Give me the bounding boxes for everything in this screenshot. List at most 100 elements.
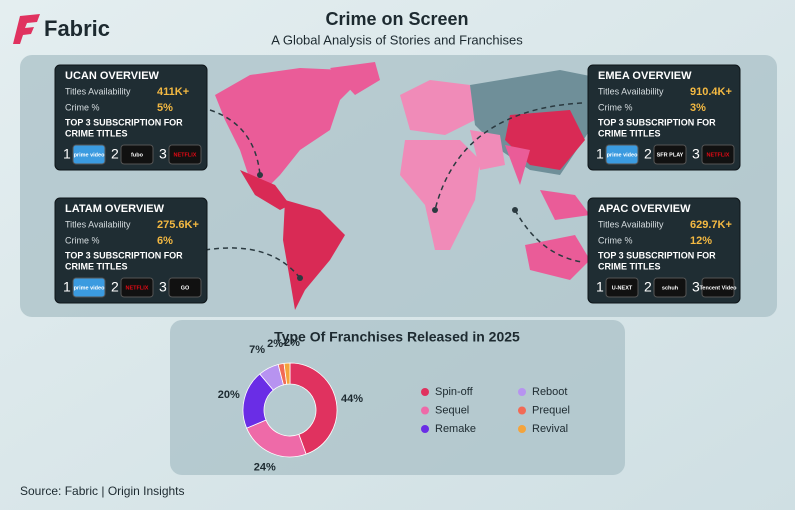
service-rank: 2 bbox=[644, 279, 652, 295]
donut: 44% Spin-off 24% Sequel 20% Remake 7% Reboot 2% P… bbox=[218, 337, 570, 474]
service-logo bbox=[605, 144, 639, 165]
service-rank: 2 bbox=[111, 146, 119, 162]
service-rank: 2 bbox=[644, 146, 652, 162]
service-logo bbox=[72, 277, 106, 298]
availability-value: 910.4K+ bbox=[690, 86, 732, 98]
legend-swatch bbox=[421, 388, 429, 396]
legend-label: Spin-off bbox=[435, 386, 474, 398]
data-label: 2% bbox=[267, 338, 283, 350]
availability-label: Titles Availability bbox=[65, 86, 131, 96]
service-logo bbox=[701, 144, 735, 165]
region-title: UCAN OVERVIEW bbox=[65, 70, 160, 82]
service-rank: 3 bbox=[692, 279, 700, 295]
crime-value: 6% bbox=[157, 235, 173, 247]
crime-label: Crime % bbox=[598, 235, 633, 245]
region-bg bbox=[587, 197, 741, 304]
service-name: prime video bbox=[74, 285, 106, 291]
service-logo bbox=[653, 277, 687, 298]
availability-label: Titles Availability bbox=[598, 219, 664, 229]
brand: Fabric bbox=[44, 16, 110, 41]
top3-label: CRIME TITLES bbox=[598, 261, 661, 271]
region-box: LATAM OVERVIEW Titles Availability 275.6K+… bbox=[54, 197, 208, 304]
crime-label: Crime % bbox=[598, 102, 633, 112]
legend-swatch bbox=[518, 388, 526, 396]
region-box: UCAN OVERVIEW Titles Availability 411K+ Cri… bbox=[54, 64, 208, 171]
legend-label: Revival bbox=[532, 423, 568, 435]
top3-label: TOP 3 SUBSCRIPTION FOR bbox=[65, 117, 183, 127]
region-box: APAC OVERVIEW Titles Availability 629.7K+ C… bbox=[587, 197, 741, 304]
service-logo bbox=[168, 277, 202, 298]
availability-value: 275.6K+ bbox=[157, 219, 199, 231]
service-logo bbox=[120, 144, 154, 165]
availability-label: Titles Availability bbox=[65, 219, 131, 229]
service-name: NETFLIX bbox=[174, 152, 197, 158]
availability-label: Titles Availability bbox=[598, 86, 664, 96]
crime-value: 12% bbox=[690, 235, 712, 247]
service-rank: 3 bbox=[159, 146, 167, 162]
source: Source: Fabric | Origin Insights bbox=[20, 484, 185, 498]
service-rank: 1 bbox=[596, 279, 604, 295]
crime-label: Crime % bbox=[65, 102, 100, 112]
subtitle: A Global Analysis of Stories and Franchi… bbox=[271, 32, 523, 47]
service-logo bbox=[72, 144, 106, 165]
top3-label: CRIME TITLES bbox=[598, 128, 661, 138]
service-name: NETFLIX bbox=[126, 285, 149, 291]
crime-value: 5% bbox=[157, 102, 173, 114]
region-title: APAC OVERVIEW bbox=[598, 203, 691, 215]
data-label: 20% bbox=[218, 389, 240, 401]
chart-title: Type Of Franchises Released in 2025 bbox=[274, 329, 520, 345]
region-bg bbox=[54, 197, 208, 304]
service-logo bbox=[605, 277, 639, 298]
service-logo bbox=[701, 277, 735, 298]
service-rank: 1 bbox=[63, 146, 71, 162]
data-label: 24% bbox=[254, 462, 276, 474]
data-label: 44% bbox=[341, 393, 363, 405]
top3-label: TOP 3 SUBSCRIPTION FOR bbox=[598, 250, 716, 260]
legend-swatch bbox=[518, 406, 526, 415]
service-rank: 1 bbox=[63, 279, 71, 295]
service-name: NETFLIX bbox=[707, 152, 730, 158]
region-title: LATAM OVERVIEW bbox=[65, 203, 165, 215]
service-name: Tencent Video bbox=[699, 285, 737, 291]
top3-label: CRIME TITLES bbox=[65, 128, 128, 138]
legend-swatch bbox=[421, 406, 429, 415]
legend-label: Reboot bbox=[532, 386, 567, 398]
legend-swatch bbox=[421, 425, 429, 433]
crime-label: Crime % bbox=[65, 235, 100, 245]
title: Crime on Screen bbox=[325, 9, 468, 29]
service-logo bbox=[168, 144, 202, 165]
service-name: fubo bbox=[131, 152, 144, 158]
top3-label: TOP 3 SUBSCRIPTION FOR bbox=[65, 250, 183, 260]
region-bg bbox=[54, 64, 208, 171]
region-bg bbox=[587, 64, 741, 171]
legend-label: Prequel bbox=[532, 404, 570, 416]
service-logo bbox=[653, 144, 687, 165]
service-rank: 3 bbox=[692, 146, 700, 162]
region-title: EMEA OVERVIEW bbox=[598, 70, 692, 82]
availability-value: 629.7K+ bbox=[690, 219, 732, 231]
world-map bbox=[204, 62, 620, 310]
service-rank: 3 bbox=[159, 279, 167, 295]
region-boxes: UCAN OVERVIEW Titles Availability 411K+ Cri… bbox=[54, 64, 741, 304]
legend-label: Remake bbox=[435, 423, 476, 435]
legend-swatch bbox=[518, 425, 526, 433]
service-name: U-NEXT bbox=[612, 285, 633, 291]
logo bbox=[13, 14, 40, 44]
data-label: 7% bbox=[249, 344, 265, 356]
top3-label: TOP 3 SUBSCRIPTION FOR bbox=[598, 117, 716, 127]
region-box: EMEA OVERVIEW Titles Availability 910.4K+ C… bbox=[587, 64, 741, 171]
service-name: prime video bbox=[74, 152, 106, 158]
service-name: SFR PLAY bbox=[657, 152, 684, 158]
service-rank: 2 bbox=[111, 279, 119, 295]
service-logo bbox=[120, 277, 154, 298]
legend-label: Sequel bbox=[435, 404, 469, 416]
service-name: prime video bbox=[607, 152, 639, 158]
donut-slice bbox=[283, 362, 291, 385]
availability-value: 411K+ bbox=[157, 86, 189, 98]
service-rank: 1 bbox=[596, 146, 604, 162]
top3-label: CRIME TITLES bbox=[65, 261, 128, 271]
service-name: GO bbox=[181, 285, 190, 291]
service-name: schuh bbox=[662, 285, 679, 291]
data-label: 2% bbox=[284, 337, 300, 349]
